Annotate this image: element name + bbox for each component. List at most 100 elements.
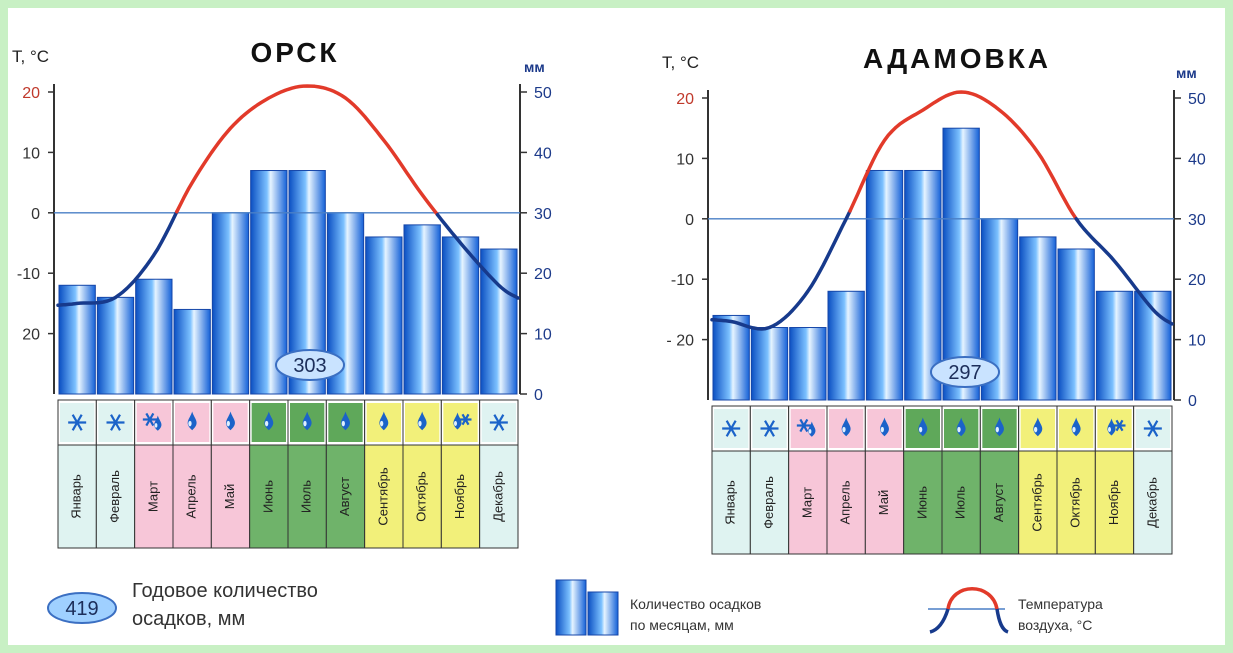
month-cell-8: [979, 450, 1020, 555]
legend-temp-text-2: воздуха, °С: [1018, 617, 1092, 633]
month-label: Ноябрь: [452, 474, 467, 519]
rain-icon: [841, 417, 851, 437]
rain-snow-icon: [453, 412, 472, 430]
precip-bar-6: [904, 169, 942, 401]
snow-icon: [106, 414, 125, 431]
precip-bar-3: [789, 327, 827, 401]
legend-temp-curve-cold-right: [995, 608, 1009, 634]
weather-cell-bg-3: [136, 403, 171, 442]
month-cell-2: [749, 450, 790, 555]
precip-bar-2: [96, 296, 135, 395]
snow-icon: [489, 414, 508, 431]
month-cell-4: [172, 444, 212, 549]
legend-annual: 419 Годовое количество осадков, мм: [47, 580, 318, 630]
legend-precip-text-1: Количество осадков: [630, 596, 761, 612]
month-label: Август: [337, 477, 352, 516]
rain-icon: [379, 411, 389, 431]
annual-total-badge: 303: [275, 349, 345, 381]
month-cell-7: [941, 450, 981, 555]
precip-bar-4: [173, 308, 211, 395]
legend-annual-text-1: Годовое количество: [132, 580, 318, 602]
rain-icon: [995, 417, 1004, 437]
left-tick-label: 0: [31, 206, 40, 223]
legend-precip: Количество осадков по месяцам, мм: [555, 579, 761, 636]
rain-icon: [918, 417, 928, 437]
precip-bar-1: [712, 314, 750, 401]
precip-bar-4: [827, 290, 865, 401]
snow-icon: [760, 420, 779, 437]
legend-precip-text-2: по месяцам, мм: [630, 617, 734, 633]
right-tick-label: 50: [534, 85, 552, 102]
right-tick-label: 30: [1188, 212, 1206, 229]
right-tick-label: 0: [1188, 393, 1197, 410]
month-label: Июль: [299, 480, 314, 513]
legend: 419 Годовое количество осадков, мм Колич…: [47, 579, 1103, 636]
chart-orsk: ОРСК T, °C мм 20 10 0 -10 20 50 40 30 20 10 0 Январ…: [12, 37, 552, 549]
month-cell-3: [134, 444, 174, 549]
left-tick-label: 10: [22, 145, 40, 162]
rain-icon: [1071, 417, 1081, 437]
right-tick-label: 10: [1188, 333, 1206, 350]
month-label: Январь: [69, 474, 84, 519]
right-tick-label: 20: [1188, 272, 1206, 289]
month-label: Октябрь: [1068, 477, 1083, 528]
month-label: Сентябрь: [1029, 473, 1044, 531]
month-label: Август: [991, 483, 1006, 522]
month-label: Февраль: [761, 476, 776, 529]
left-tick-label: 20: [22, 85, 40, 102]
month-cell-12: [1133, 450, 1173, 555]
month-cell-12: [479, 444, 519, 549]
month-cell-7: [287, 444, 327, 549]
month-label: Июнь: [260, 480, 275, 513]
left-tick-label: 0: [685, 212, 694, 229]
weather-cell-bg-3: [790, 409, 825, 448]
chart-adamovka: АДАМОВКА T, °C мм 20 10 0 -10 - 20 50 40 30 20 10…: [662, 43, 1206, 555]
month-cell-11: [440, 444, 481, 549]
precip-bar-7: [942, 127, 980, 401]
chart-title: АДАМОВКА: [863, 43, 1051, 74]
snow-rain-icon: [796, 418, 816, 437]
legend-precip-bar-1: [555, 579, 587, 636]
snow-icon: [1143, 420, 1162, 437]
precip-bar-11: [1095, 290, 1134, 401]
month-label: Май: [876, 490, 891, 515]
rain-icon: [880, 417, 889, 437]
snow-rain-icon: [142, 412, 162, 431]
precip-bar-5: [865, 169, 904, 401]
month-cell-1: [57, 444, 97, 549]
precip-bar-5: [211, 212, 250, 395]
temperature-line-cold-0: [56, 209, 179, 307]
month-label: Апрель: [184, 474, 199, 518]
rain-icon: [341, 411, 350, 431]
right-tick-label: 10: [534, 327, 552, 344]
rain-snow-icon: [1107, 418, 1126, 436]
month-label: Май: [222, 484, 237, 509]
month-label: Ноябрь: [1106, 480, 1121, 525]
left-axis-label: T, °C: [12, 47, 49, 66]
month-label: Июль: [953, 486, 968, 519]
month-label: Январь: [723, 480, 738, 525]
precip-bar-9: [365, 236, 403, 395]
legend-temp-curve-warm: [946, 587, 999, 610]
left-tick-label: -10: [17, 266, 40, 283]
legend-temp-text-1: Температура: [1018, 596, 1103, 612]
rain-icon: [187, 411, 197, 431]
precip-bar-10: [403, 224, 441, 395]
right-tick-label: 40: [534, 145, 552, 162]
right-tick-label: 0: [534, 387, 543, 404]
annual-total-value: 297: [948, 362, 981, 384]
left-tick-label: 10: [676, 151, 694, 168]
month-cell-10: [1056, 450, 1096, 555]
legend-annual-value: 419: [65, 598, 98, 620]
left-tick-label: -10: [671, 272, 694, 289]
temperature-line-cold-0: [710, 209, 852, 331]
temperature-line-cold-2: [435, 212, 520, 300]
month-label: Июнь: [914, 486, 929, 519]
month-cell-6: [903, 450, 943, 555]
temperature-line-cold-2: [1074, 217, 1174, 326]
annual-total-value: 303: [293, 355, 326, 377]
left-axis-label: T, °C: [662, 53, 699, 72]
annual-total-badge: 297: [930, 356, 1000, 388]
